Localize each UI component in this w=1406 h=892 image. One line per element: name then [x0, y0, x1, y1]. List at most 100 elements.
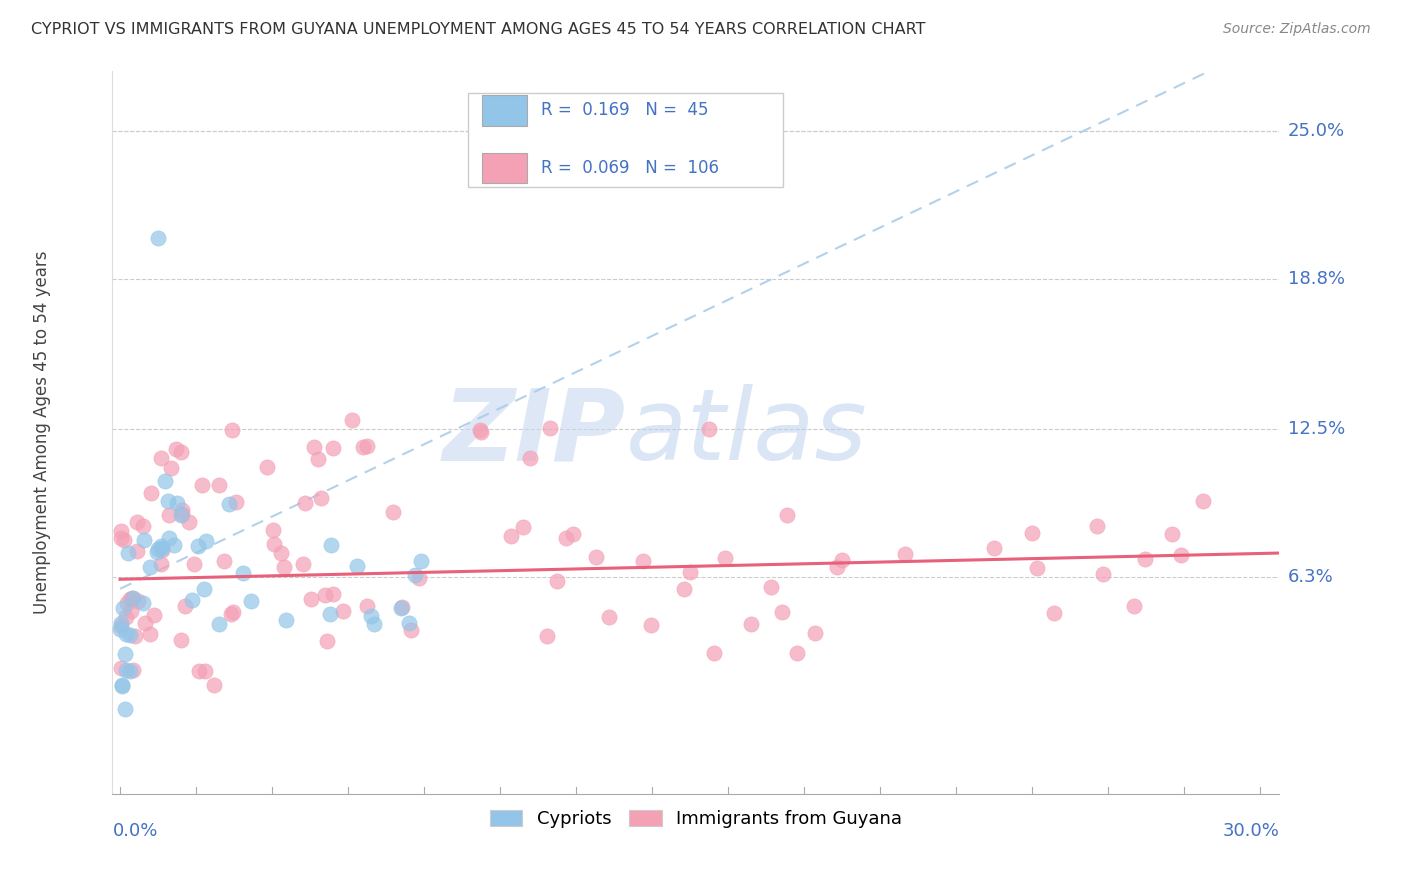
Point [340, 413, 363, 427]
Point [193, 582, 215, 596]
Point [1170, 548, 1192, 562]
FancyBboxPatch shape [468, 93, 783, 187]
Text: 12.5%: 12.5% [1288, 420, 1346, 438]
Point [409, 553, 432, 567]
Point [309, 491, 332, 505]
Point [519, 450, 541, 465]
Point [208, 616, 231, 631]
Point [262, 523, 284, 537]
Point [110, 524, 132, 538]
Point [173, 599, 195, 613]
Point [120, 628, 142, 642]
Point [146, 545, 169, 559]
Point [585, 549, 607, 564]
Point [270, 546, 292, 560]
Point [222, 606, 245, 620]
Point [382, 505, 405, 519]
Text: atlas: atlas [626, 384, 868, 481]
Point [163, 537, 186, 551]
Point [399, 624, 422, 638]
Point [157, 531, 180, 545]
Point [177, 515, 200, 529]
Point [156, 494, 179, 508]
Point [356, 599, 378, 614]
Point [153, 474, 176, 488]
Text: Unemployment Among Ages 45 to 54 years: Unemployment Among Ages 45 to 54 years [34, 251, 52, 615]
FancyBboxPatch shape [482, 95, 527, 126]
Point [166, 496, 188, 510]
Point [111, 679, 134, 693]
Point [110, 531, 132, 545]
Point [804, 625, 827, 640]
Point [315, 634, 337, 648]
Text: 0.0%: 0.0% [112, 822, 157, 840]
Point [121, 663, 143, 677]
Point [404, 568, 426, 582]
Point [360, 609, 382, 624]
Point [114, 647, 136, 661]
Point [120, 592, 142, 607]
Point [110, 622, 132, 636]
Point [181, 593, 204, 607]
Point [1122, 599, 1144, 614]
Point [170, 633, 193, 648]
Point [195, 534, 218, 549]
Point [114, 610, 136, 624]
Point [501, 529, 523, 543]
Point [294, 495, 316, 509]
Point [740, 616, 762, 631]
Point [273, 560, 295, 574]
Point [538, 420, 561, 434]
Point [713, 550, 735, 565]
Point [827, 560, 849, 574]
Point [546, 574, 568, 588]
Point [276, 613, 298, 627]
Point [1091, 566, 1114, 581]
Point [110, 678, 132, 692]
Point [356, 439, 378, 453]
Point [831, 553, 853, 567]
Point [169, 445, 191, 459]
Point [194, 664, 217, 678]
Point [352, 440, 374, 454]
Point [1021, 525, 1043, 540]
Point [114, 702, 136, 716]
Point [149, 558, 172, 572]
Point [512, 520, 534, 534]
Text: 30.0%: 30.0% [1223, 822, 1279, 840]
Point [139, 486, 162, 500]
Point [759, 580, 782, 594]
Point [1042, 607, 1064, 621]
Point [1161, 526, 1184, 541]
Text: 6.3%: 6.3% [1288, 568, 1333, 586]
Point [132, 519, 155, 533]
Point [598, 610, 620, 624]
Point [302, 440, 325, 454]
Point [110, 619, 132, 633]
Point [115, 663, 138, 677]
Point [143, 608, 166, 623]
Point [318, 607, 340, 621]
Point [110, 615, 132, 630]
Point [240, 594, 263, 608]
Point [697, 422, 720, 436]
Point [256, 460, 278, 475]
Point [191, 478, 214, 492]
Point [314, 588, 336, 602]
Point [363, 616, 385, 631]
Text: 18.8%: 18.8% [1288, 269, 1344, 288]
Point [120, 664, 142, 678]
Point [139, 559, 162, 574]
Point [1026, 561, 1049, 575]
Point [408, 571, 430, 585]
Point [157, 508, 180, 523]
Point [110, 661, 132, 675]
Point [389, 601, 412, 615]
Point [1192, 493, 1215, 508]
Point [893, 547, 915, 561]
Point [117, 546, 139, 560]
Point [470, 423, 492, 437]
Point [308, 451, 330, 466]
Point [291, 558, 314, 572]
Point [202, 678, 225, 692]
